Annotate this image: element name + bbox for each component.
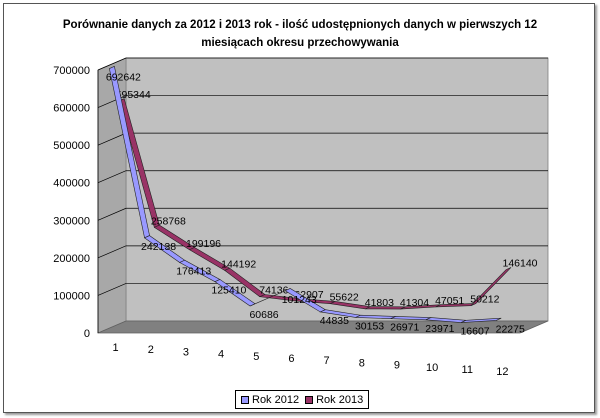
chart-legend: Rok 2012 Rok 2013 (235, 390, 370, 409)
data-label-2013: 258768 (151, 215, 186, 227)
data-label-2013: 41304 (400, 297, 429, 309)
data-label-2013: 41803 (365, 297, 394, 309)
x-tick-label: 1 (113, 342, 119, 354)
x-tick-label: 5 (253, 351, 259, 363)
data-label-2013: 199196 (186, 238, 221, 250)
data-label-2012: 176413 (176, 266, 211, 278)
data-label-2012: 125410 (211, 285, 246, 297)
gridline (97, 95, 548, 108)
x-tick-label: 10 (426, 362, 438, 374)
y-tick-label: 100000 (53, 290, 90, 302)
x-tick-label: 4 (218, 349, 224, 361)
x-tick-label: 6 (288, 353, 294, 365)
data-label-2012: 60686 (249, 309, 278, 321)
x-tick-label: 11 (462, 364, 473, 376)
gridline (97, 283, 548, 296)
legend-label-2013: Rok 2013 (316, 393, 364, 406)
legend-swatch-2012 (241, 395, 249, 404)
data-label-2013: 47051 (435, 295, 464, 307)
y-tick-label: 700000 (53, 65, 90, 77)
data-label-2013: 74136 (259, 285, 288, 297)
data-label-2012: 692642 (106, 72, 141, 84)
y-tick-label: 500000 (53, 140, 90, 152)
gridline (97, 207, 548, 221)
x-tick-label: 7 (324, 355, 330, 367)
data-label-2012: 30153 (355, 320, 384, 332)
y-tick-label: 0 (84, 328, 90, 340)
data-label-2013: 50212 (470, 294, 499, 306)
x-tick-label: 12 (496, 366, 508, 378)
y-tick-label: 400000 (53, 178, 90, 190)
data-label-2012: 22275 (496, 323, 525, 335)
x-tick-label: 3 (183, 346, 189, 358)
legend-label-2012: Rok 2012 (252, 393, 300, 406)
y-tick-label: 300000 (53, 215, 90, 227)
x-tick-label: 8 (359, 357, 365, 369)
chart-title: Porównanie danych za 2012 i 2013 rok - i… (62, 19, 538, 49)
x-tick-label: 9 (394, 360, 400, 372)
legend-item-2012: Rok 2012 (241, 394, 299, 406)
y-tick-label: 600000 (53, 103, 90, 115)
y-tick-label: 200000 (53, 253, 90, 265)
legend-swatch-2013 (305, 395, 314, 404)
floor (97, 320, 549, 334)
series-segment-2013 (470, 267, 512, 307)
data-label-2012: 44835 (320, 315, 349, 327)
legend-item-2013: Rok 2013 (305, 394, 363, 406)
data-label-2012: 26971 (390, 322, 419, 334)
series-segment-2012 (460, 317, 502, 323)
gridline (97, 57, 548, 71)
data-label-2012: 23971 (425, 323, 454, 335)
back-wall (125, 57, 549, 322)
data-label-2013: 144192 (221, 258, 256, 270)
x-tick-label: 2 (148, 344, 154, 356)
data-label-2012: 16607 (460, 326, 489, 338)
data-label-2013: 55622 (330, 292, 359, 304)
gridline (97, 245, 548, 259)
gridline (97, 170, 548, 184)
data-label-2013: 146140 (502, 258, 537, 270)
data-label-2013: 595344 (116, 89, 151, 101)
data-label-2012: 101243 (282, 294, 317, 306)
data-label-2012: 242138 (141, 241, 176, 253)
